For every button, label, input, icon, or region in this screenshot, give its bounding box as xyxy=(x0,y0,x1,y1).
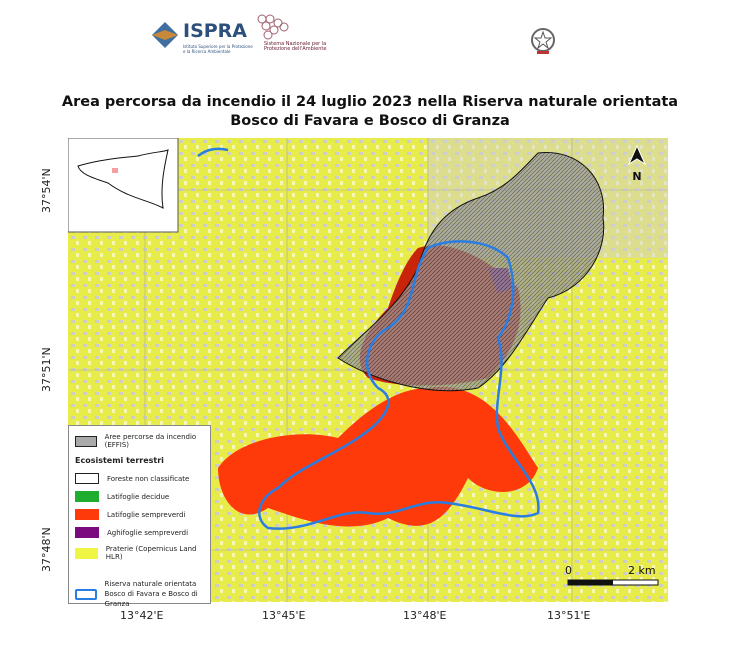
snpa-hexagons xyxy=(257,14,289,40)
lon-label: 13°45'E xyxy=(262,609,306,622)
snpa-logo-text: Sistema Nazionale per la Protezione dell… xyxy=(264,41,327,52)
ispra-logo-text: ISPRA xyxy=(183,20,248,42)
ispra-logo-subtitle: Istituto Superiore per la Protezione e l… xyxy=(183,44,253,54)
north-arrow-icon xyxy=(627,144,647,166)
map-title: Area percorsa da incendio il 24 luglio 2… xyxy=(61,94,679,129)
svg-text:0: 0 xyxy=(565,564,572,577)
lat-label: 37°54'N xyxy=(40,168,53,213)
lat-label: 37°48'N xyxy=(40,527,53,572)
sicily-outline xyxy=(77,149,169,209)
legend-item: Foreste non classificate xyxy=(75,473,189,484)
legend-section-title: Ecosistemi terrestri xyxy=(75,456,164,465)
lat-label: 37°51'N xyxy=(40,347,53,392)
legend: Aree percorse da incendio (EFFIS) Ecosis… xyxy=(68,425,211,608)
map-area[interactable]: N 0 2 km xyxy=(68,138,668,602)
lon-label: 13°48'E xyxy=(403,609,447,622)
snpa-logo: Sistema Nazionale per la Protezione dell… xyxy=(256,14,331,58)
north-label: N xyxy=(632,170,641,183)
inset-location-marker xyxy=(112,168,118,173)
legend-item: Praterie (Copernicus Land HLR) xyxy=(75,545,210,561)
legend-burned: Aree percorse da incendio (EFFIS) xyxy=(75,433,210,449)
legend-reserve: Riserva naturale orientata Bosco di Favar… xyxy=(75,579,210,609)
legend-item: Aghifoglie sempreverdi xyxy=(75,527,188,538)
ispra-logo: ISPRA Istituto Superiore per la Protezio… xyxy=(150,20,253,56)
ispra-logo-mark xyxy=(152,22,178,48)
burned-area-effis xyxy=(337,151,605,392)
legend-item: Latifoglie decidue xyxy=(75,491,169,502)
scale-bar: 0 2 km xyxy=(565,564,659,586)
italian-emblem-icon xyxy=(530,27,556,59)
evergreen-broadleaf-patch xyxy=(218,386,538,527)
reserve-boundary-north xyxy=(197,147,229,157)
lon-label: 13°42'E xyxy=(120,609,164,622)
legend-item: Latifoglie sempreverdi xyxy=(75,509,185,520)
reserve-boundary xyxy=(258,240,540,530)
svg-text:2 km: 2 km xyxy=(628,564,656,577)
lon-label: 13°51'E xyxy=(547,609,591,622)
